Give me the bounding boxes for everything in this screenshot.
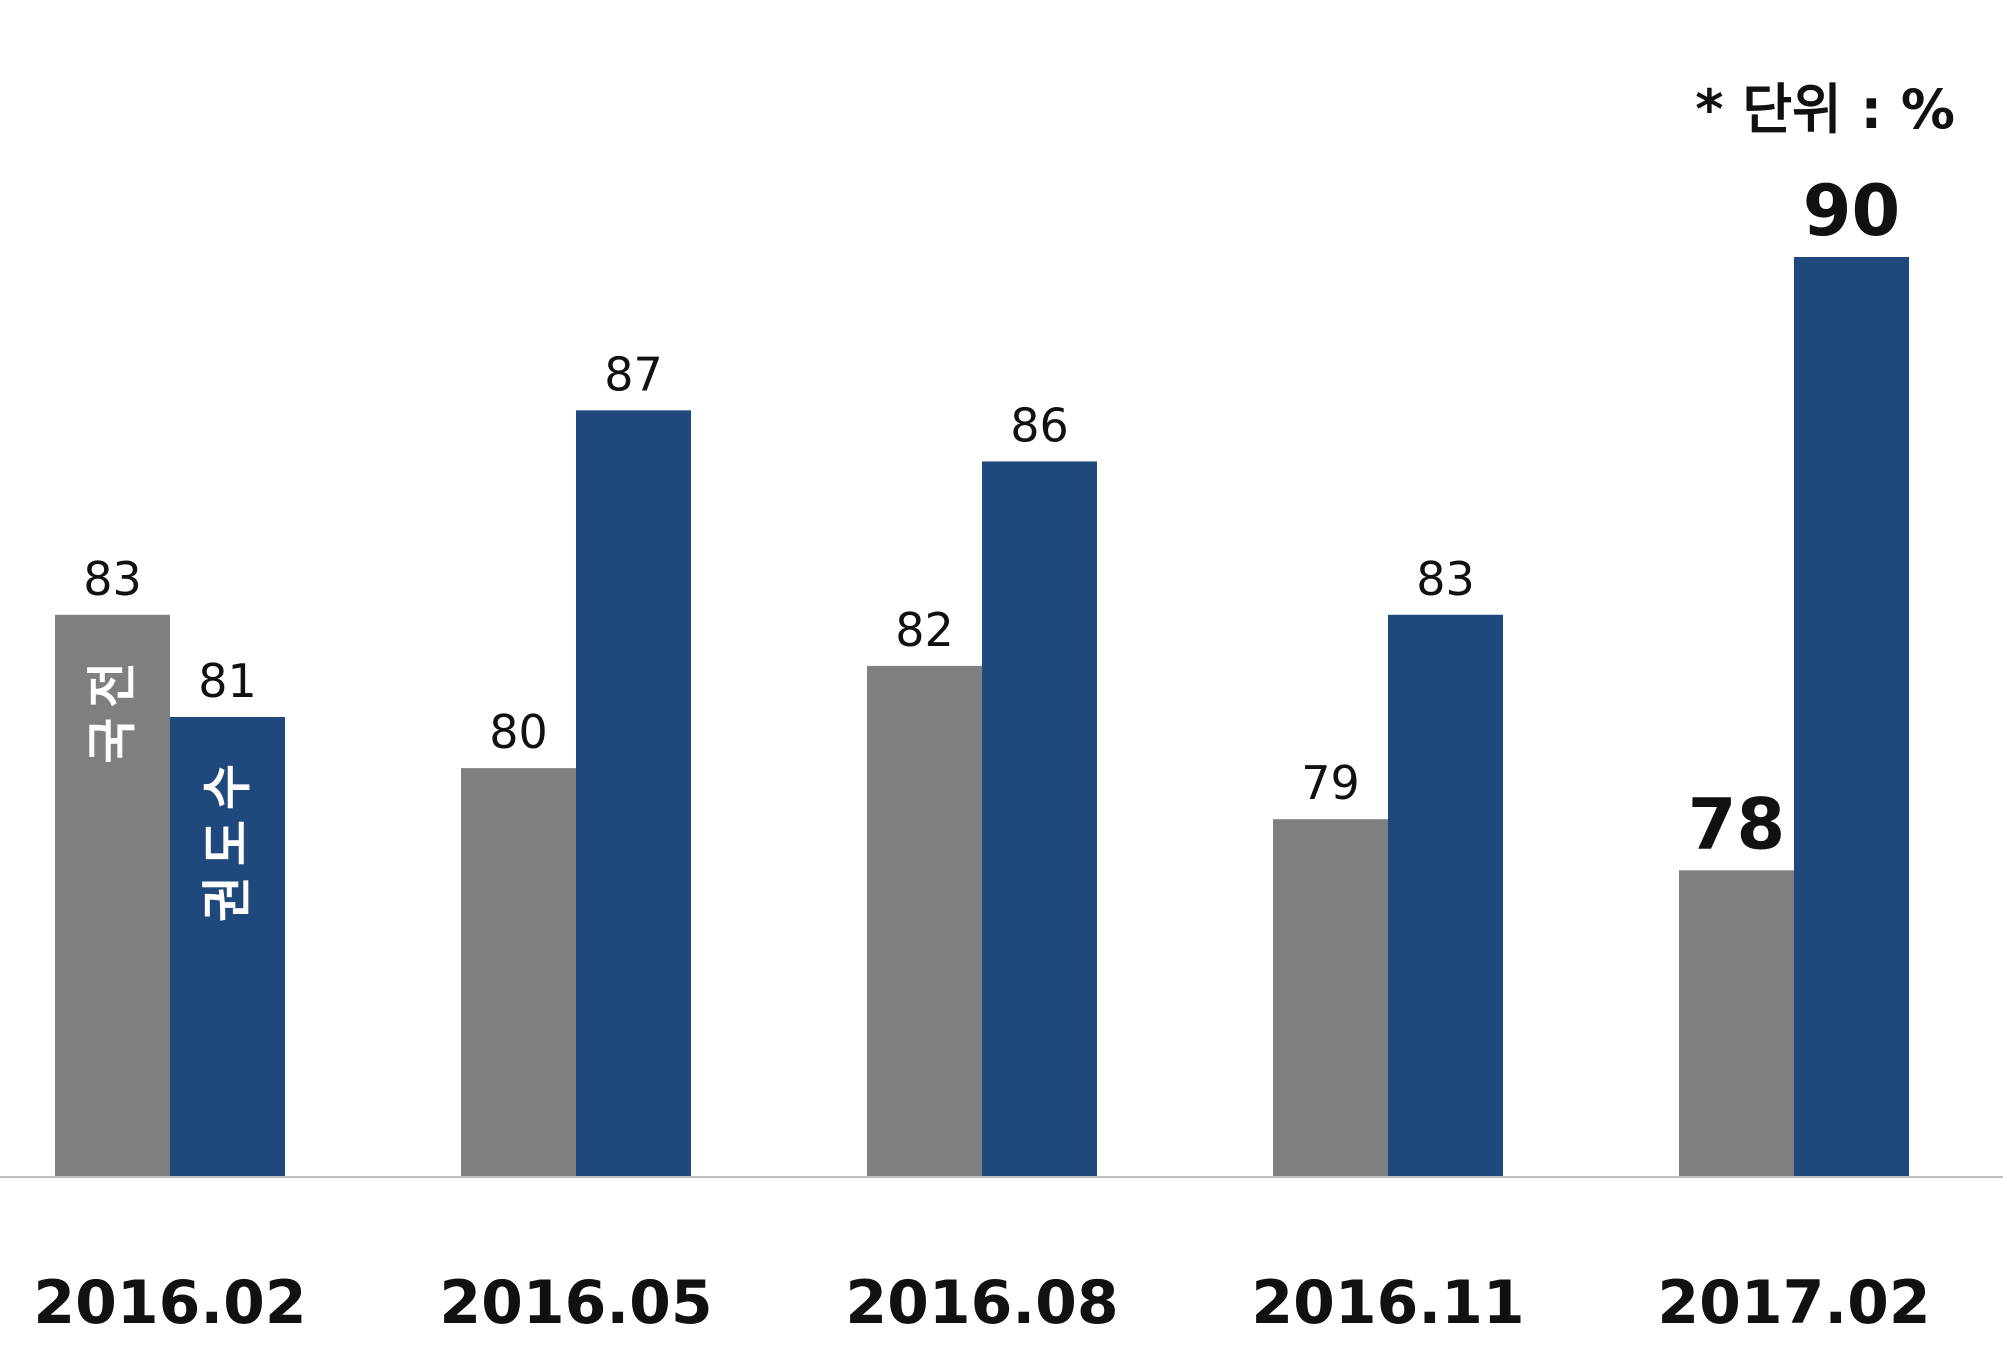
bar-capital-2017-02 <box>1794 257 1909 1177</box>
labels-layer: 83 전국 81 수도권 2016.02 80 87 2016.05 82 86 2016.08 79… <box>33 170 1930 1338</box>
bar-capital-2016-05 <box>576 410 691 1177</box>
value-label: 82 <box>895 603 954 657</box>
value-label: 87 <box>604 347 663 401</box>
bar-capital-2016-11 <box>1388 614 1503 1177</box>
category-label: 2017.02 <box>1657 1268 1930 1338</box>
bar-national-2016-02 <box>55 614 170 1177</box>
value-label: 83 <box>1416 552 1475 606</box>
unit-note: * 단위 : % <box>1695 78 1955 141</box>
bar-capital-2016-08 <box>982 461 1097 1177</box>
category-label: 2016.11 <box>1251 1268 1524 1338</box>
bar-national-2016-08 <box>867 665 982 1177</box>
value-label: 79 <box>1301 756 1360 810</box>
value-label: 78 <box>1688 783 1785 865</box>
series-name-national: 국 <box>84 718 142 764</box>
bar-national-2017-02 <box>1679 870 1794 1177</box>
value-label: 81 <box>198 654 257 708</box>
value-label: 90 <box>1803 170 1900 252</box>
series-name-capital: 도 <box>199 820 257 866</box>
category-label: 2016.05 <box>439 1268 712 1338</box>
value-label: 80 <box>489 705 548 759</box>
bar-national-2016-11 <box>1273 819 1388 1177</box>
series-name-capital: 수 <box>199 764 257 810</box>
category-label: 2016.02 <box>33 1268 306 1338</box>
bar-national-2016-05 <box>461 768 576 1177</box>
series-name-national: 전 <box>84 662 142 708</box>
value-label: 86 <box>1010 398 1069 452</box>
series-name-capital: 권 <box>199 876 257 922</box>
category-label: 2016.08 <box>845 1268 1118 1338</box>
value-label: 83 <box>83 552 142 606</box>
bar-capital-2016-02 <box>170 717 285 1177</box>
bars-layer <box>55 257 1909 1177</box>
